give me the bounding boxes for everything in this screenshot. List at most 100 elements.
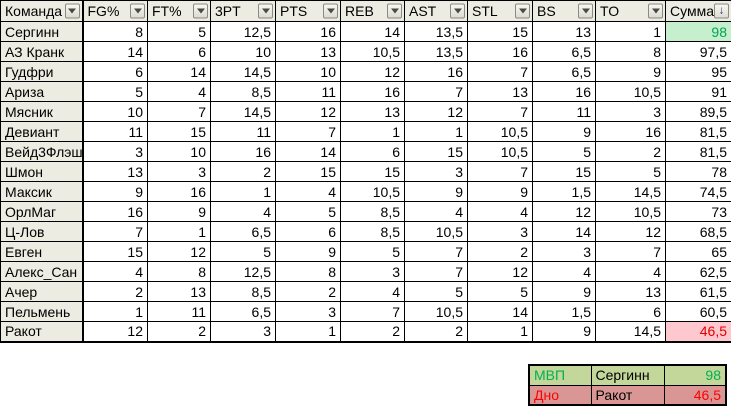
stat-cell[interactable]: 4 [595,261,666,282]
stat-cell[interactable]: 13 [532,21,596,42]
worst-team-cell[interactable]: Ракот [590,384,665,406]
stat-cell[interactable]: 15 [404,141,468,162]
team-cell[interactable]: Евген [0,241,84,262]
stat-cell[interactable]: 8,5 [340,201,405,222]
stat-cell[interactable]: 1 [467,321,533,343]
stat-cell[interactable]: 1 [404,121,468,142]
stat-cell[interactable]: 1,5 [532,301,596,322]
stat-cell[interactable]: 9 [532,121,596,142]
stat-cell[interactable]: 16 [82,201,148,222]
stat-cell[interactable]: 16 [147,181,211,202]
stat-cell[interactable]: 8,5 [210,281,276,302]
stat-cell[interactable]: 2 [82,281,148,302]
stat-cell[interactable]: 15 [532,161,596,182]
stat-cell[interactable]: 13 [147,281,211,302]
team-cell[interactable]: Гудфри [0,61,84,82]
stat-cell[interactable]: 13 [340,101,405,122]
sum-cell[interactable]: 73 [665,201,731,222]
stat-cell[interactable]: 11 [147,301,211,322]
stat-cell[interactable]: 10 [210,41,276,62]
stat-cell[interactable]: 15 [467,21,533,42]
stat-cell[interactable]: 5 [82,81,148,102]
stat-cell[interactable]: 10,5 [595,81,666,102]
filter-dropdown-icon[interactable] [193,3,208,19]
filter-dropdown-icon[interactable] [130,3,145,19]
stat-cell[interactable]: 5 [210,241,276,262]
filter-dropdown-icon[interactable] [648,3,663,19]
filter-dropdown-icon[interactable] [64,3,80,19]
stat-cell[interactable]: 13 [595,281,666,302]
stat-cell[interactable]: 9 [467,181,533,202]
stat-cell[interactable]: 5 [404,281,468,302]
stat-cell[interactable]: 9 [532,281,596,302]
team-cell[interactable]: Сергинн [0,21,84,42]
stat-cell[interactable]: 10,5 [467,121,533,142]
filter-dropdown-icon[interactable] [258,3,273,19]
stat-cell[interactable]: 7 [467,161,533,182]
stat-cell[interactable]: 15 [147,121,211,142]
stat-cell[interactable]: 12 [147,241,211,262]
stat-cell[interactable]: 12 [340,61,405,82]
stat-cell[interactable]: 12 [275,101,341,122]
stat-cell[interactable]: 16 [275,21,341,42]
stat-cell[interactable]: 2 [340,321,405,343]
stat-cell[interactable]: 10,5 [340,41,405,62]
stat-cell[interactable]: 6 [82,61,148,82]
sum-cell[interactable]: 65 [665,241,731,262]
team-cell[interactable]: АЗ Кранк [0,41,84,62]
sum-cell[interactable]: 91 [665,81,731,102]
stat-cell[interactable]: 14 [82,41,148,62]
stat-cell[interactable]: 1 [595,21,666,42]
stat-cell[interactable]: 9 [147,201,211,222]
stat-cell[interactable]: 16 [404,61,468,82]
stat-cell[interactable]: 4 [82,261,148,282]
stat-cell[interactable]: 4 [275,181,341,202]
stat-cell[interactable]: 13 [275,41,341,62]
stat-cell[interactable]: 8 [595,41,666,62]
stat-cell[interactable]: 14 [340,21,405,42]
stat-cell[interactable]: 6 [275,221,341,242]
stat-cell[interactable]: 3 [340,261,405,282]
stat-cell[interactable]: 2 [147,321,211,343]
team-cell[interactable]: ОрлМаг [0,201,84,222]
sum-cell[interactable]: 89,5 [665,101,731,122]
stat-cell[interactable]: 13,5 [404,41,468,62]
team-cell[interactable]: Шмон [0,161,84,182]
stat-cell[interactable]: 11 [210,121,276,142]
stat-cell[interactable]: 7 [147,101,211,122]
stat-cell[interactable]: 1 [82,301,148,322]
stat-cell[interactable]: 11 [275,81,341,102]
stat-cell[interactable]: 14,5 [595,321,666,343]
stat-cell[interactable]: 6 [595,301,666,322]
stat-cell[interactable]: 7 [275,121,341,142]
stat-cell[interactable]: 7 [404,261,468,282]
stat-cell[interactable]: 12 [404,101,468,122]
stat-cell[interactable]: 16 [467,41,533,62]
stat-cell[interactable]: 8 [82,21,148,42]
stat-cell[interactable]: 14,5 [595,181,666,202]
stat-cell[interactable]: 2 [595,141,666,162]
team-cell[interactable]: Ачер [0,281,84,302]
stat-cell[interactable]: 12 [467,261,533,282]
filter-dropdown-icon[interactable] [578,3,593,19]
stat-cell[interactable]: 6,5 [210,301,276,322]
stat-cell[interactable]: 12,5 [210,261,276,282]
stat-cell[interactable]: 13,5 [404,21,468,42]
stat-cell[interactable]: 3 [275,301,341,322]
stat-cell[interactable]: 10 [275,61,341,82]
worst-value-cell[interactable]: 46,5 [663,384,727,406]
stat-cell[interactable]: 14 [467,301,533,322]
sum-cell[interactable]: 81,5 [665,121,731,142]
stat-cell[interactable]: 4 [467,201,533,222]
stat-cell[interactable]: 6,5 [532,41,596,62]
filter-dropdown-icon[interactable] [387,3,402,19]
stat-cell[interactable]: 5 [532,141,596,162]
stat-cell[interactable]: 9 [275,241,341,262]
stat-cell[interactable]: 3 [210,321,276,343]
stat-cell[interactable]: 4 [532,261,596,282]
stat-cell[interactable]: 5 [340,241,405,262]
stat-cell[interactable]: 16 [340,81,405,102]
filter-dropdown-icon[interactable] [323,3,338,19]
stat-cell[interactable]: 15 [340,161,405,182]
stat-cell[interactable]: 6,5 [532,61,596,82]
